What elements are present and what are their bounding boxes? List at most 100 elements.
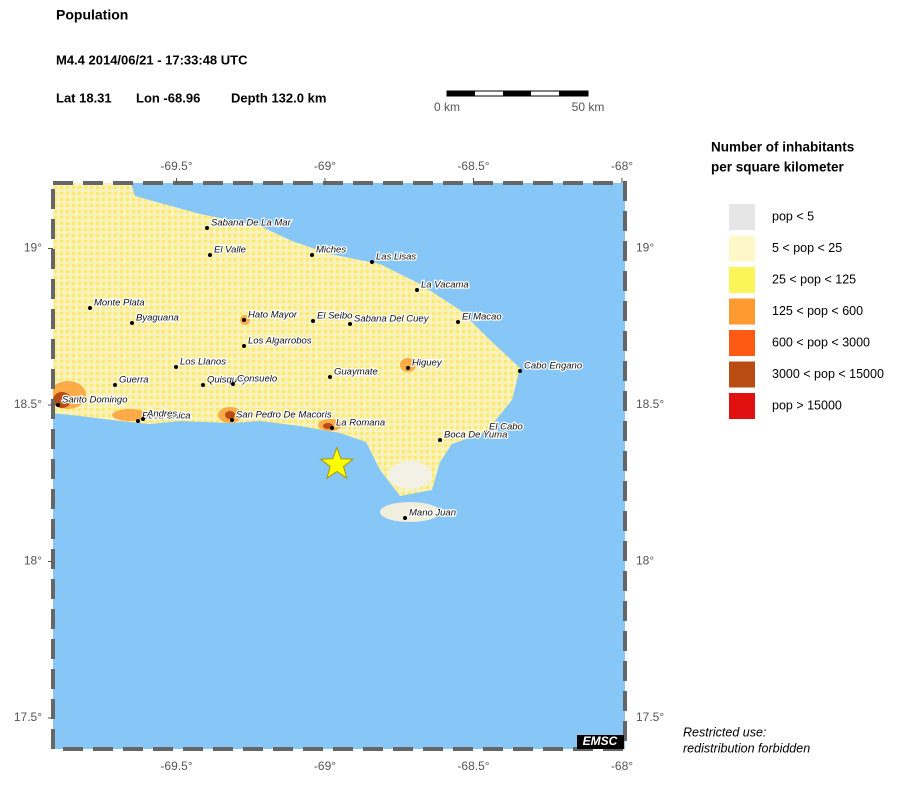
- city-label: Guerra: [119, 375, 149, 386]
- scale-end: 50 km: [572, 100, 605, 114]
- city-dot: [370, 260, 374, 264]
- legend-label: 3000 < pop < 15000: [772, 367, 884, 381]
- city-dot: [328, 375, 332, 379]
- city-dot: [205, 226, 209, 230]
- city-label: Los Algarrobos: [248, 336, 312, 347]
- lat-tick-label: 17.5°: [636, 710, 664, 724]
- lon-tick-label: -69°: [314, 759, 336, 773]
- city-label: Andres: [146, 409, 177, 420]
- city-dot: [136, 419, 140, 423]
- scale-bar: [446, 90, 589, 97]
- legend-label: 5 < pop < 25: [772, 241, 842, 255]
- city-dot: [113, 383, 117, 387]
- legend-swatch: [729, 393, 755, 419]
- land-sparse: [388, 461, 432, 489]
- legend-swatch: [729, 298, 755, 325]
- lat-tick-label: 18.5°: [636, 397, 664, 411]
- city-dot: [311, 319, 315, 323]
- city-label: Los Llanos: [180, 357, 226, 368]
- lat: Lat 18.31: [56, 90, 112, 105]
- city-dot: [483, 430, 487, 434]
- city-label: Mano Juan: [409, 508, 456, 519]
- city-label: El Cabo: [489, 422, 523, 433]
- city-label: La Romana: [336, 418, 385, 429]
- city-label: Consuelo: [237, 374, 277, 385]
- badge-bg: [577, 735, 624, 749]
- city-label: Hato Mayor: [248, 310, 298, 321]
- lat-tick-label: 19°: [24, 241, 42, 255]
- city-label: Guaymate: [334, 367, 378, 378]
- depth: Depth 132.0 km: [231, 90, 326, 105]
- city-dot: [415, 288, 419, 292]
- city-label: El Valle: [214, 245, 246, 256]
- city-dot: [242, 318, 246, 322]
- island: [380, 502, 440, 522]
- city-dot: [208, 253, 212, 257]
- city-label: Miches: [316, 245, 346, 256]
- map: EMSC Sabana De La Mar El Valle Miches Las L…: [51, 181, 627, 751]
- city-dot: [130, 321, 134, 325]
- legend-title: per square kilometer: [711, 160, 845, 175]
- city-dot: [174, 365, 178, 369]
- city-dot: [330, 426, 334, 430]
- city-label: Quisqueya: [207, 375, 252, 386]
- legend-swatch: [729, 204, 755, 230]
- scale-start: 0 km: [434, 100, 460, 114]
- lat-tick-label: 17.5°: [14, 710, 42, 724]
- city-dot: [406, 366, 410, 370]
- legend-label: pop > 15000: [772, 398, 842, 412]
- note: Restricted use:: [683, 725, 766, 739]
- legend-label: 25 < pop < 125: [772, 272, 856, 286]
- city-dot: [230, 418, 234, 422]
- city-label: San Pedro De Macoris: [236, 410, 332, 421]
- city-label: Sabana De La Mar: [211, 218, 292, 229]
- lat-tick-label: 18°: [636, 554, 654, 568]
- city-label: Monte Plata: [94, 298, 145, 309]
- city-label: La Vacama: [421, 280, 469, 291]
- lon: Lon -68.96: [136, 90, 200, 105]
- badge: EMSC: [583, 734, 618, 748]
- lon-tick-label: -69.5°: [160, 759, 192, 773]
- city-label: Cabo Engano: [524, 361, 582, 372]
- title: Population: [56, 7, 128, 23]
- city-label: Boca De Yuma: [444, 430, 507, 441]
- legend-swatch: [729, 235, 755, 262]
- note: redistribution forbidden: [683, 741, 810, 755]
- lat-tick-label: 18°: [24, 554, 42, 568]
- lon-tick-label: -69°: [314, 159, 336, 173]
- city-label: Sabana Del Cuey: [354, 314, 430, 325]
- city-label: Byaguana: [136, 313, 179, 324]
- city-dot: [438, 438, 442, 442]
- legend-label: 125 < pop < 600: [772, 304, 863, 318]
- city-label: Higuey: [412, 358, 443, 369]
- lat-tick-label: 18.5°: [14, 397, 42, 411]
- legend-swatch: [729, 361, 755, 388]
- frame: [51, 181, 627, 751]
- lon-tick-label: -68°: [611, 159, 633, 173]
- legend-title: Number of inhabitants: [711, 140, 854, 155]
- city-dot: [201, 383, 205, 387]
- lat-tick-label: 19°: [636, 241, 654, 255]
- legend-label: 600 < pop < 3000: [772, 335, 870, 349]
- lon-tick-label: -68.5°: [457, 159, 489, 173]
- city-label: Boca Chica: [142, 411, 191, 422]
- city-dot: [403, 516, 407, 520]
- lon-tick-label: -68°: [611, 759, 633, 773]
- epicenter: [319, 446, 355, 480]
- city-label: Las Lisas: [376, 252, 416, 263]
- city-dot: [310, 253, 314, 257]
- city-dot: [231, 382, 235, 386]
- legend-swatch: [729, 330, 755, 356]
- lon-tick-label: -68.5°: [457, 759, 489, 773]
- city-dot: [141, 417, 145, 421]
- city-dot: [88, 306, 92, 310]
- lon-tick-label: -69.5°: [160, 159, 192, 173]
- city-label: Santo Domingo: [62, 395, 127, 406]
- city-dot: [242, 344, 246, 348]
- city-dot: [56, 403, 60, 407]
- city-dot: [456, 320, 460, 324]
- land: [53, 183, 520, 496]
- legend-swatch: [729, 267, 755, 293]
- legend-label: pop < 5: [772, 209, 814, 223]
